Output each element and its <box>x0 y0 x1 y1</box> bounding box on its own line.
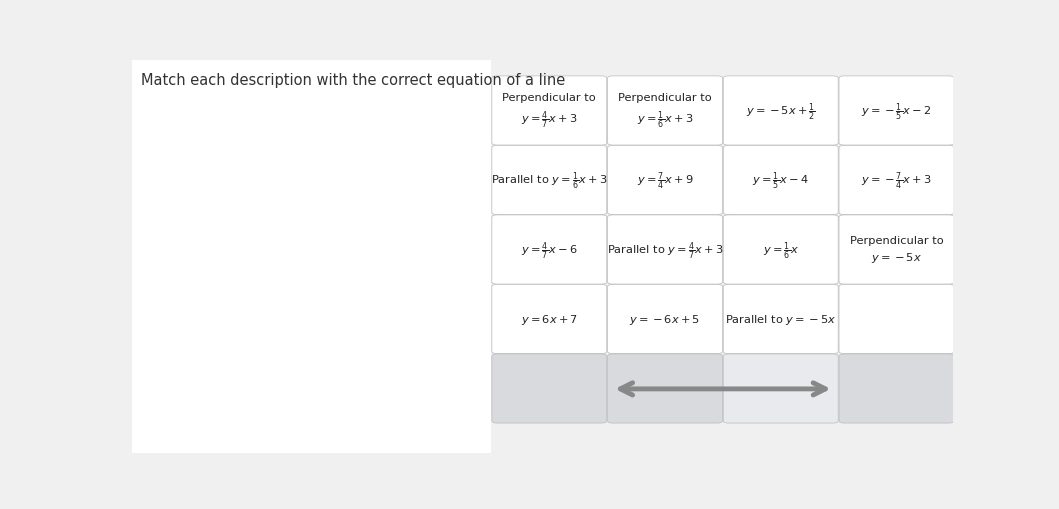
FancyBboxPatch shape <box>608 354 722 423</box>
Text: $y=\frac{7}{4}x+9$: $y=\frac{7}{4}x+9$ <box>636 170 694 192</box>
Text: Parallel to $y=\frac{1}{6}x+3$: Parallel to $y=\frac{1}{6}x+3$ <box>491 170 608 192</box>
FancyBboxPatch shape <box>608 215 722 285</box>
FancyBboxPatch shape <box>723 354 839 423</box>
Text: $y=-6x+5$: $y=-6x+5$ <box>629 313 701 327</box>
FancyBboxPatch shape <box>723 77 839 146</box>
Text: Parallel to $y=\frac{4}{7}x+3$: Parallel to $y=\frac{4}{7}x+3$ <box>607 240 723 261</box>
FancyBboxPatch shape <box>839 146 954 215</box>
Text: $y=-\frac{1}{5}x-2$: $y=-\frac{1}{5}x-2$ <box>861 101 932 122</box>
Text: Perpendicular to
$y=\frac{4}{7}x+3$: Perpendicular to $y=\frac{4}{7}x+3$ <box>502 93 596 131</box>
Text: Parallel to $y=-5x$: Parallel to $y=-5x$ <box>725 313 837 327</box>
Text: $y=-\frac{7}{4}x+3$: $y=-\frac{7}{4}x+3$ <box>861 170 932 192</box>
FancyBboxPatch shape <box>491 146 607 215</box>
FancyBboxPatch shape <box>491 285 607 354</box>
Text: Perpendicular to
$y=-5x$: Perpendicular to $y=-5x$ <box>849 236 944 265</box>
FancyBboxPatch shape <box>723 146 839 215</box>
FancyBboxPatch shape <box>491 215 607 285</box>
Text: $y=\frac{1}{5}x-4$: $y=\frac{1}{5}x-4$ <box>752 170 809 192</box>
Text: Perpendicular to
$y=\frac{1}{6}x+3$: Perpendicular to $y=\frac{1}{6}x+3$ <box>618 93 712 131</box>
FancyBboxPatch shape <box>839 285 954 354</box>
Text: $y=\frac{4}{7}x-6$: $y=\frac{4}{7}x-6$ <box>521 240 577 261</box>
FancyBboxPatch shape <box>839 77 954 146</box>
Text: $y=\frac{1}{6}x$: $y=\frac{1}{6}x$ <box>762 240 798 261</box>
Text: $y=6x+7$: $y=6x+7$ <box>521 313 578 327</box>
Bar <box>132 61 491 453</box>
FancyBboxPatch shape <box>723 215 839 285</box>
FancyBboxPatch shape <box>608 146 722 215</box>
FancyBboxPatch shape <box>491 77 607 146</box>
FancyBboxPatch shape <box>723 285 839 354</box>
Text: $y=-5x+\frac{1}{2}$: $y=-5x+\frac{1}{2}$ <box>746 101 815 122</box>
FancyBboxPatch shape <box>839 354 954 423</box>
FancyBboxPatch shape <box>491 354 607 423</box>
FancyBboxPatch shape <box>839 215 954 285</box>
FancyBboxPatch shape <box>608 77 722 146</box>
Text: Match each description with the correct equation of a line: Match each description with the correct … <box>141 73 564 88</box>
FancyBboxPatch shape <box>608 285 722 354</box>
